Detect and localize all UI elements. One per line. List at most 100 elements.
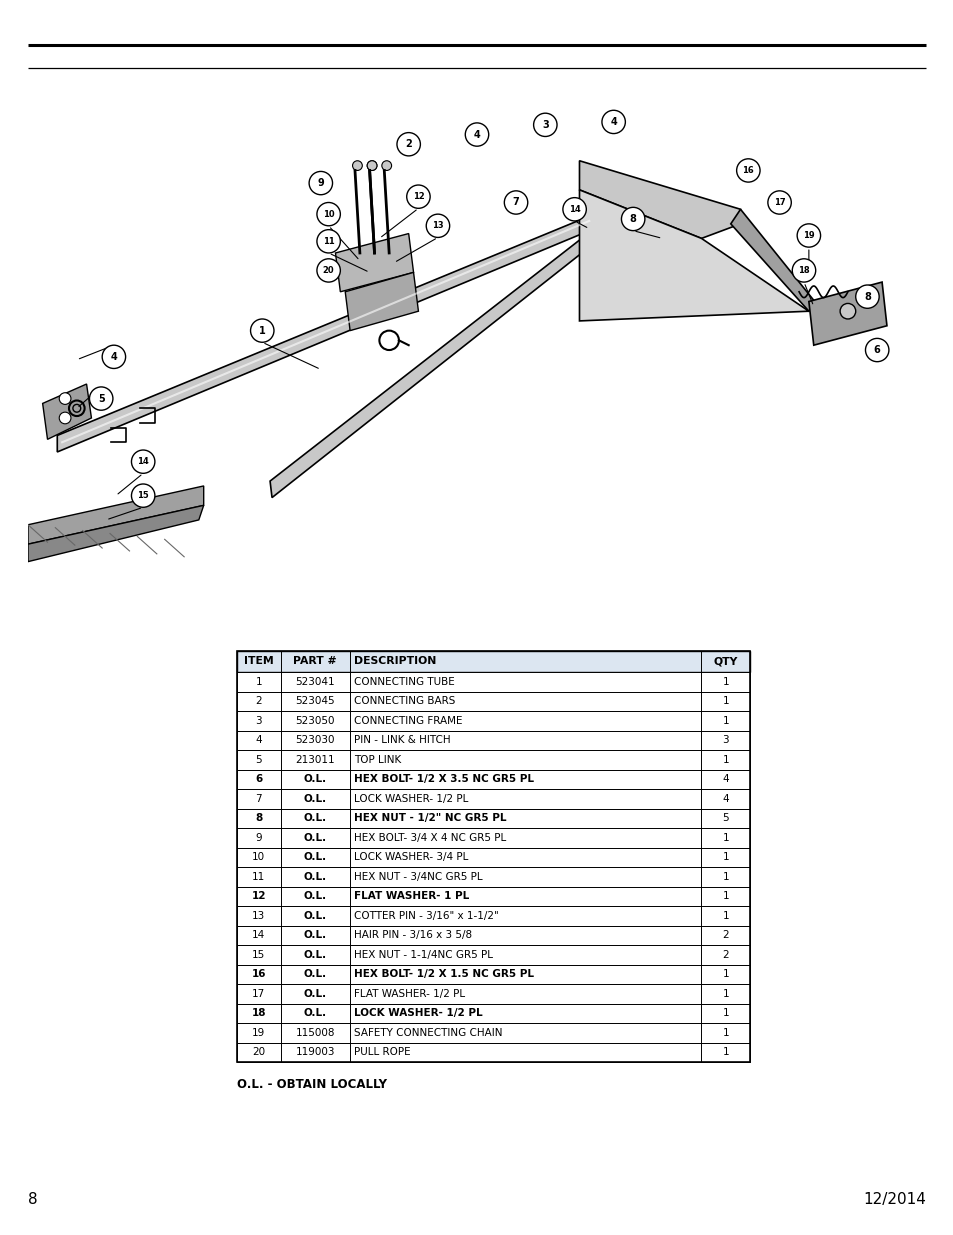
Circle shape xyxy=(562,198,586,221)
Text: COTTER PIN - 3/16" x 1-1/2": COTTER PIN - 3/16" x 1-1/2" xyxy=(354,910,498,921)
Text: 8: 8 xyxy=(863,291,870,301)
Circle shape xyxy=(797,224,820,247)
Polygon shape xyxy=(270,228,594,498)
Text: 12: 12 xyxy=(412,193,424,201)
Text: 13: 13 xyxy=(252,910,265,921)
Text: 7: 7 xyxy=(255,794,262,804)
Text: HEX NUT - 3/4NC GR5 PL: HEX NUT - 3/4NC GR5 PL xyxy=(354,872,482,882)
Polygon shape xyxy=(578,161,740,238)
Text: 115008: 115008 xyxy=(295,1028,335,1037)
Text: HEX BOLT- 1/2 X 3.5 NC GR5 PL: HEX BOLT- 1/2 X 3.5 NC GR5 PL xyxy=(354,774,534,784)
Polygon shape xyxy=(345,273,418,331)
Text: 12/2014: 12/2014 xyxy=(862,1192,925,1207)
Text: O.L.: O.L. xyxy=(303,774,327,784)
Text: 4: 4 xyxy=(721,794,728,804)
Text: CONNECTING TUBE: CONNECTING TUBE xyxy=(354,677,455,687)
Text: 1: 1 xyxy=(721,1047,728,1057)
Text: HEX NUT - 1/2" NC GR5 PL: HEX NUT - 1/2" NC GR5 PL xyxy=(354,814,506,824)
Text: 15: 15 xyxy=(137,492,149,500)
Bar xyxy=(236,692,749,711)
Bar xyxy=(236,769,749,789)
Circle shape xyxy=(791,259,815,282)
Bar xyxy=(236,672,749,692)
Circle shape xyxy=(316,230,340,253)
Text: ITEM: ITEM xyxy=(244,657,274,667)
Text: 7: 7 xyxy=(512,198,518,207)
Text: 15: 15 xyxy=(252,950,265,960)
Text: 523050: 523050 xyxy=(295,716,335,726)
Text: DESCRIPTION: DESCRIPTION xyxy=(354,657,436,667)
Bar xyxy=(236,730,749,750)
Text: O.L.: O.L. xyxy=(303,814,327,824)
Text: O.L.: O.L. xyxy=(303,910,327,921)
Bar xyxy=(236,906,749,925)
Text: 523045: 523045 xyxy=(295,697,335,706)
Circle shape xyxy=(251,319,274,342)
Text: 8: 8 xyxy=(629,214,636,224)
Text: 2: 2 xyxy=(405,140,412,149)
Text: 2: 2 xyxy=(255,697,262,706)
Text: 12: 12 xyxy=(252,892,266,902)
Text: 17: 17 xyxy=(252,989,265,999)
Text: 20: 20 xyxy=(252,1047,265,1057)
Circle shape xyxy=(59,412,71,424)
Text: 4: 4 xyxy=(255,735,262,745)
Text: O.L.: O.L. xyxy=(303,989,327,999)
Circle shape xyxy=(504,191,527,214)
Text: 1: 1 xyxy=(721,1028,728,1037)
Bar xyxy=(236,925,749,945)
Text: 1: 1 xyxy=(721,677,728,687)
Text: 9: 9 xyxy=(255,832,262,842)
Circle shape xyxy=(620,207,644,231)
Text: PART #: PART # xyxy=(294,657,336,667)
Text: 16: 16 xyxy=(252,969,266,979)
Bar xyxy=(236,887,749,906)
Text: 1: 1 xyxy=(721,716,728,726)
Circle shape xyxy=(465,124,488,146)
Circle shape xyxy=(316,259,340,282)
Text: 3: 3 xyxy=(541,120,548,130)
Text: O.L.: O.L. xyxy=(303,794,327,804)
Circle shape xyxy=(396,132,420,156)
Text: 1: 1 xyxy=(721,989,728,999)
Text: 13: 13 xyxy=(432,221,443,230)
Text: 16: 16 xyxy=(741,165,754,175)
Bar xyxy=(236,984,749,1004)
Text: CONNECTING FRAME: CONNECTING FRAME xyxy=(354,716,462,726)
Text: 11: 11 xyxy=(322,237,335,246)
Circle shape xyxy=(59,393,71,404)
Circle shape xyxy=(426,214,449,237)
Text: 1: 1 xyxy=(721,755,728,764)
Text: QTY: QTY xyxy=(713,657,737,667)
Text: 4: 4 xyxy=(473,130,480,140)
Bar xyxy=(236,750,749,769)
Text: HEX NUT - 1-1/4NC GR5 PL: HEX NUT - 1-1/4NC GR5 PL xyxy=(354,950,493,960)
Bar xyxy=(236,1023,749,1042)
Text: 523041: 523041 xyxy=(295,677,335,687)
Text: 1: 1 xyxy=(721,892,728,902)
Polygon shape xyxy=(57,214,594,452)
Text: 18: 18 xyxy=(252,1008,266,1018)
Circle shape xyxy=(102,345,126,368)
Polygon shape xyxy=(28,485,204,545)
Text: LOCK WASHER- 1/2 PL: LOCK WASHER- 1/2 PL xyxy=(354,1008,482,1018)
Bar xyxy=(236,1004,749,1023)
Bar xyxy=(236,945,749,965)
Text: HEX BOLT- 1/2 X 1.5 NC GR5 PL: HEX BOLT- 1/2 X 1.5 NC GR5 PL xyxy=(354,969,534,979)
Polygon shape xyxy=(730,209,818,311)
Text: 213011: 213011 xyxy=(295,755,335,764)
Text: 4: 4 xyxy=(721,774,728,784)
Text: 1: 1 xyxy=(721,852,728,862)
Circle shape xyxy=(132,484,154,508)
Text: O.L. - OBTAIN LOCALLY: O.L. - OBTAIN LOCALLY xyxy=(236,1078,387,1091)
Text: HAIR PIN - 3/16 x 3 5/8: HAIR PIN - 3/16 x 3 5/8 xyxy=(354,930,472,940)
Circle shape xyxy=(855,285,879,309)
Text: 6: 6 xyxy=(873,345,880,354)
Polygon shape xyxy=(335,233,413,291)
Bar xyxy=(236,711,749,730)
Bar xyxy=(236,965,749,984)
Circle shape xyxy=(601,110,625,133)
Text: 8: 8 xyxy=(28,1192,37,1207)
Circle shape xyxy=(736,159,760,182)
Circle shape xyxy=(90,387,112,410)
